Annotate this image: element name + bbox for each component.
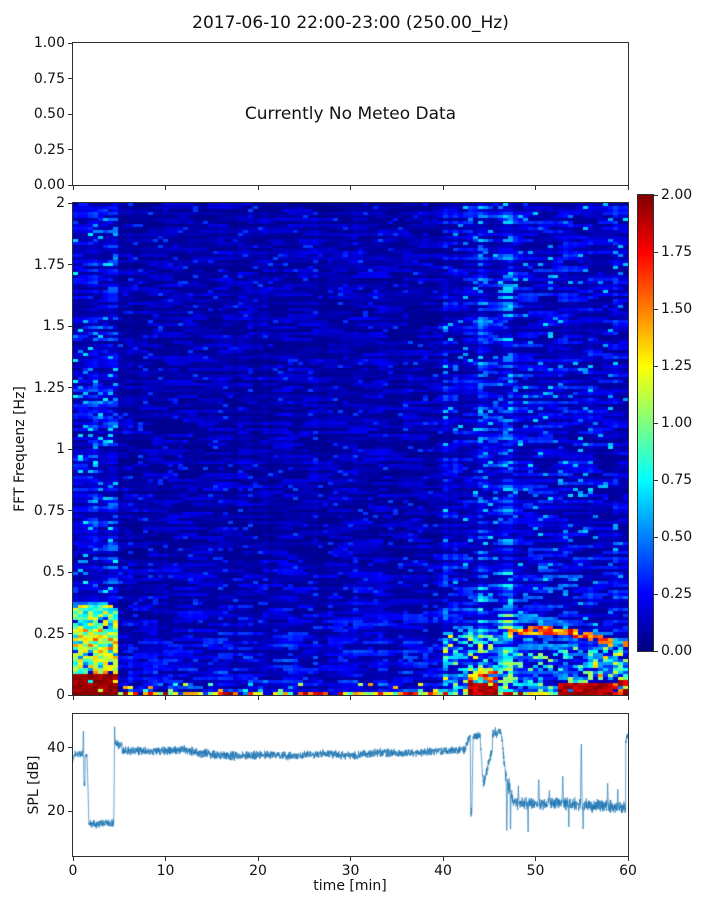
meteo-x-tick <box>627 186 629 190</box>
meteo-x-tick <box>442 186 444 190</box>
time-x-tick-label: 0 <box>68 863 78 879</box>
fft-y-tick-label: 1.5 <box>42 318 65 334</box>
meteo-panel: Currently No Meteo Data <box>73 43 628 185</box>
time-x-tick-label: 30 <box>341 863 360 879</box>
colorbar-tick <box>654 194 658 196</box>
colorbar-tick-label: 1.50 <box>661 301 693 317</box>
spl-y-tick <box>68 747 72 748</box>
meteo-y-tick <box>68 184 72 186</box>
fft-y-tick-label: 1 <box>56 441 65 457</box>
colorbar-tick-label: 1.00 <box>661 415 693 431</box>
meteo-x-tick <box>257 186 259 190</box>
figure-title: 2017-06-10 22:00-23:00 (250.00_Hz) <box>192 13 509 33</box>
colorbar-tick-label: 0.75 <box>661 472 693 488</box>
time-x-tick-label: 20 <box>249 863 267 879</box>
fft-x-tick <box>442 696 444 700</box>
colorbar-tick <box>654 422 658 424</box>
meteo-y-tick <box>68 149 72 150</box>
meteo-x-tick <box>72 186 74 190</box>
meteo-x-tick <box>535 186 536 190</box>
meteo-y-tick <box>68 42 72 44</box>
fft-y-axis-label: FFT Frequenz [Hz] <box>12 386 28 512</box>
colorbar-tick-label: 2.00 <box>661 187 693 203</box>
spl-y-tick-label: 20 <box>47 803 65 820</box>
meteo-x-tick <box>350 186 351 190</box>
fft-x-tick <box>535 696 536 700</box>
fft-y-tick <box>68 202 72 204</box>
spl-y-tick-label: 40 <box>47 739 65 756</box>
time-x-tick <box>257 857 259 861</box>
fft-y-tick <box>68 633 72 634</box>
fft-y-tick-label: 0.75 <box>33 502 65 519</box>
fft-y-tick-label: 1.75 <box>33 256 65 273</box>
fft-y-tick-label: 2 <box>56 195 65 211</box>
colorbar-tick-label: 0.25 <box>661 586 693 602</box>
meteo-y-tick <box>68 78 72 79</box>
colorbar-tick <box>654 479 658 481</box>
meteo-x-tick <box>165 186 166 190</box>
time-x-tick <box>442 857 444 861</box>
spectrogram-heatmap <box>73 203 628 695</box>
fft-x-tick <box>257 696 259 700</box>
fft-y-tick-label: 1.25 <box>33 379 65 396</box>
fft-y-tick <box>68 571 72 573</box>
meteo-y-tick-label: 1.00 <box>33 35 65 51</box>
time-x-axis-label: time [min] <box>313 878 387 894</box>
fft-x-tick <box>350 696 351 700</box>
spl-y-tick <box>68 810 72 812</box>
fft-y-tick <box>68 510 72 511</box>
colorbar-tick <box>654 536 658 538</box>
colorbar <box>638 195 653 651</box>
colorbar-tick <box>654 593 658 595</box>
fft-y-tick <box>68 325 72 327</box>
no-meteo-data-message: Currently No Meteo Data <box>244 104 457 124</box>
fft-y-tick <box>68 387 72 388</box>
time-x-tick <box>627 857 629 861</box>
meteo-y-tick-label: 0.25 <box>33 141 65 158</box>
time-x-tick-label: 40 <box>434 863 452 879</box>
fft-y-tick-label: 0.25 <box>33 625 65 642</box>
fft-x-tick <box>165 696 166 700</box>
colorbar-tick-label: 0.50 <box>661 529 693 545</box>
colorbar-tick <box>654 251 658 253</box>
colorbar-tick-label: 1.25 <box>661 358 693 374</box>
fft-y-tick-label: 0 <box>56 687 65 703</box>
time-x-tick <box>165 857 166 861</box>
fft-y-tick-label: 0.5 <box>42 564 65 580</box>
fft-y-tick <box>68 264 72 265</box>
meteo-y-tick-label: 0.00 <box>33 177 65 193</box>
colorbar-tick-label: 1.75 <box>661 244 693 260</box>
colorbar-tick-label: 0.00 <box>661 643 693 659</box>
colorbar-tick <box>654 365 658 367</box>
time-x-tick-label: 50 <box>526 863 545 879</box>
time-x-tick <box>535 857 536 861</box>
time-x-tick <box>72 857 74 861</box>
time-x-tick <box>350 857 351 861</box>
meteo-y-tick-label: 0.75 <box>33 70 65 87</box>
spl-line-chart <box>73 714 628 856</box>
colorbar-tick <box>654 650 658 652</box>
spl-y-axis-label: SPL [dB] <box>26 755 42 815</box>
time-x-tick-label: 10 <box>156 863 175 879</box>
time-x-tick-label: 60 <box>619 863 637 879</box>
fft-y-tick <box>68 694 72 696</box>
meteo-y-tick-label: 0.50 <box>33 106 65 122</box>
meteo-y-tick <box>68 113 72 115</box>
fft-x-tick <box>72 696 74 700</box>
fft-y-tick <box>68 448 72 450</box>
colorbar-tick <box>654 308 658 310</box>
fft-x-tick <box>627 696 629 700</box>
